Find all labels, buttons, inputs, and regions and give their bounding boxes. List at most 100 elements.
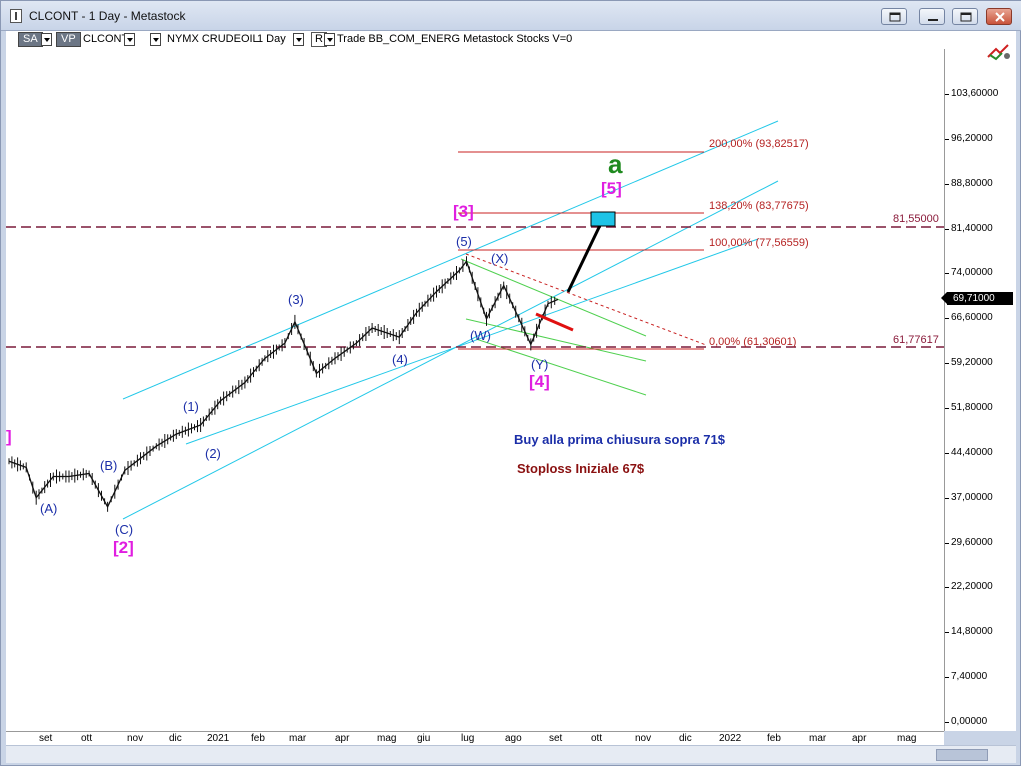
date-tick-label: set	[549, 733, 563, 744]
date-tick-label: mar	[289, 733, 307, 744]
scrollbar-thumb[interactable]	[936, 749, 988, 761]
exchange-label: NYMX CRUDEOIL	[167, 33, 259, 45]
resistance-label: 81,55000	[893, 213, 939, 225]
fib-100-label: 100,00% (77,56559)	[709, 237, 809, 249]
channel-mid-line	[185, 238, 759, 445]
date-tick-label: ott	[591, 733, 603, 744]
chart-area[interactable]: 200,00% (93,82517) 138,20% (83,77675) 10…	[6, 49, 944, 731]
wave-C-label: (C)	[115, 522, 134, 537]
r-dropdown[interactable]	[324, 33, 335, 46]
fib-0-label: 0,00% (61,30601)	[709, 336, 797, 348]
close-button[interactable]	[986, 8, 1012, 25]
maximize-button[interactable]	[952, 8, 978, 25]
chart-toolbar: SA VP CLCONT NYMX CRUDEOIL 1 Day R Trade…	[6, 31, 1016, 49]
restore-icon	[889, 12, 901, 22]
exchange-dropdown[interactable]	[150, 33, 161, 46]
last-price-flag: 69,71000	[941, 292, 1013, 305]
wave-2-label: [2]	[113, 538, 134, 557]
maximize-icon	[960, 12, 972, 22]
wave-3-major-label: [3]	[453, 202, 474, 221]
symbol-label[interactable]: CLCONT	[83, 33, 129, 45]
date-tick-label: feb	[767, 733, 781, 744]
wave-4-label: (4)	[392, 352, 408, 367]
close-icon	[995, 12, 1005, 22]
minimize-icon	[928, 19, 938, 21]
price-tick-label: 29,60000	[945, 536, 993, 548]
price-tick-label: 22,20000	[945, 581, 993, 593]
price-tick-label: 103,60000	[944, 88, 999, 99]
channel-upper-line	[122, 120, 779, 400]
price-tick-label: 14,80000	[945, 626, 993, 638]
price-tick-label: 7,40000	[944, 671, 988, 683]
date-tick-label: giu	[417, 733, 431, 744]
wave-Y-label: (Y)	[531, 357, 549, 372]
price-tick-label: 37,00000	[945, 491, 993, 503]
title-bar[interactable]: CLCONT - 1 Day - Metastock	[1, 1, 1021, 31]
cyan-channel-lines	[122, 120, 779, 520]
channel-lower-line	[122, 180, 779, 520]
date-tick-label: apr	[335, 733, 350, 744]
fib-138-label: 138,20% (83,77675)	[709, 200, 809, 212]
period-dropdown[interactable]	[293, 33, 304, 46]
price-bars	[8, 256, 556, 512]
target-box	[590, 211, 616, 227]
stoploss-line	[535, 312, 574, 332]
date-tick-label: mag	[377, 733, 397, 744]
date-tick-label: lug	[461, 733, 475, 744]
wave-bracket-label: ]	[6, 427, 12, 446]
date-axis[interactable]: set ott nov dic 2021 feb mar apr mag giu lug ago set…	[6, 731, 944, 745]
date-tick-label: set	[39, 733, 53, 744]
wave-B-label: (B)	[100, 458, 118, 473]
sa-dropdown[interactable]	[41, 33, 52, 46]
stoploss-note: Stoploss Iniziale 67$	[517, 461, 645, 476]
date-tick-label: 2022	[719, 733, 742, 744]
projection-arrow-line	[566, 216, 606, 293]
fib-200-label: 200,00% (93,82517)	[709, 138, 809, 150]
price-tick-label: 96,20000	[945, 132, 993, 144]
wave-5-major-label: [5]	[601, 179, 622, 198]
green-mid-line	[465, 318, 647, 362]
support-label: 61,77617	[893, 334, 939, 346]
minimize-button[interactable]	[919, 8, 945, 25]
date-tick-label: 2021	[207, 733, 230, 744]
symbol-dropdown[interactable]	[124, 33, 135, 46]
wave-4-major-label: [4]	[529, 372, 550, 391]
date-tick-label: ott	[81, 733, 93, 744]
buy-note: Buy alla prima chiusura sopra 71$	[514, 432, 725, 447]
price-tick-label: 88,80000	[945, 177, 993, 189]
chart-tools-icon[interactable]	[986, 41, 1012, 61]
price-tick-label: 66,60000	[945, 312, 993, 324]
price-tick-label: 74,00000	[945, 267, 993, 279]
date-tick-label: nov	[127, 733, 144, 744]
horizontal-scrollbar[interactable]	[6, 745, 1016, 763]
vp-button[interactable]: VP	[56, 32, 81, 47]
date-tick-label: nov	[635, 733, 652, 744]
date-tick-label: dic	[679, 733, 692, 744]
green-lower-line	[475, 338, 647, 396]
date-tick-label: mar	[809, 733, 827, 744]
window-title: CLCONT - 1 Day - Metastock	[29, 9, 186, 23]
price-tick-label: 0,00000	[944, 716, 988, 727]
wave-3-label: (3)	[288, 292, 304, 307]
app-icon	[10, 9, 22, 23]
price-series-line	[8, 259, 559, 509]
date-tick-label: apr	[852, 733, 867, 744]
restore-chart-button[interactable]	[881, 8, 907, 25]
price-tick-label: 51,80000	[945, 402, 993, 413]
sa-button[interactable]: SA	[18, 32, 43, 47]
wave-X-label: (X)	[491, 251, 509, 266]
price-axis[interactable]: 103,60000 96,20000 88,80000 81,40000 74,0000…	[944, 49, 1016, 731]
price-chart[interactable]	[6, 49, 944, 731]
date-tick-label: feb	[251, 733, 265, 744]
wave-2-minor-label: (2)	[205, 446, 221, 461]
price-tick-label: 59,20000	[945, 357, 993, 369]
toolbar-info: Trade BB_COM_ENERG Metastock Stocks V=0	[337, 33, 573, 45]
date-tick-label: mag	[897, 733, 917, 744]
date-tick-label: dic	[169, 733, 182, 744]
wave-A-label: (A)	[40, 501, 58, 516]
wave-W-label: (W)	[470, 328, 491, 343]
date-tick-label: ago	[505, 733, 522, 744]
price-tick-label: 81,40000	[945, 222, 993, 234]
period-label[interactable]: 1 Day	[257, 33, 286, 45]
